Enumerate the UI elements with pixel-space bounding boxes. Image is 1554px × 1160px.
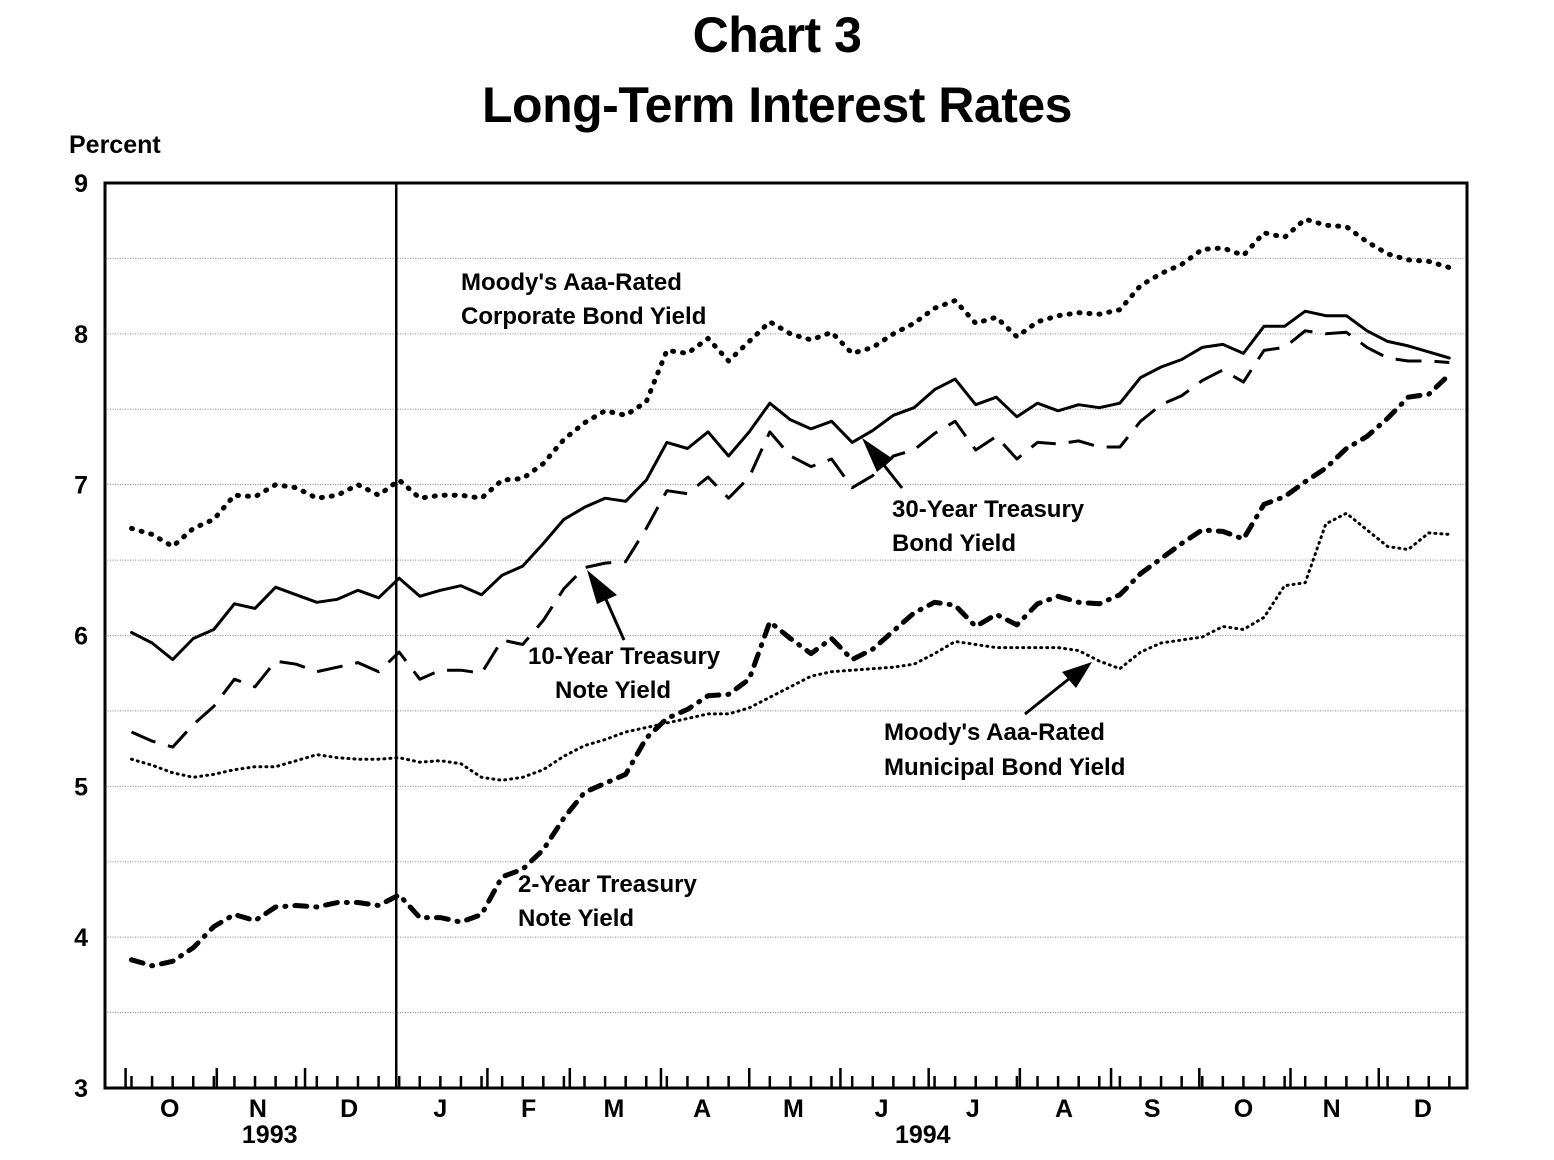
axes: 3 4 5 6 7 8 9 O N D J F M A M J J A S O N D 1993 1994: [74, 170, 1451, 1149]
x-tick-label: S: [1144, 1095, 1161, 1123]
annotation-30yr-line1: 30-Year Treasury: [892, 496, 1085, 523]
y-tick-label: 4: [74, 924, 88, 952]
y-tick-label: 6: [74, 623, 88, 651]
x-tick-label: F: [521, 1095, 536, 1123]
x-tick-label: N: [249, 1095, 267, 1123]
y-tick-label: 8: [74, 321, 88, 349]
x-tick-label: J: [875, 1095, 889, 1123]
y-tick-label: 7: [74, 472, 88, 500]
x-year-label: 1994: [895, 1121, 951, 1149]
plot-border: [103, 181, 1469, 1090]
arrow-muni-head: [1062, 662, 1092, 688]
arrow-10yr-shaft: [602, 594, 626, 641]
annotation-10yr-line1: 10-Year Treasury: [528, 643, 721, 670]
y-tick-label: 5: [74, 773, 88, 801]
x-tick-label: O: [1234, 1095, 1253, 1123]
series-line-0: [129, 216, 1452, 549]
x-tick-label: M: [603, 1095, 624, 1123]
annotations: Moody's Aaa-Rated Corporate Bond Yield 3…: [461, 269, 1125, 932]
series-line-4: [129, 372, 1452, 969]
annotation-30yr-line2: Bond Yield: [892, 530, 1016, 557]
arrow-muni-shaft: [1024, 676, 1071, 716]
arrow-10yr-head: [587, 570, 617, 604]
series-line-3: [130, 511, 1451, 782]
x-year-label: 1993: [242, 1121, 298, 1149]
x-tick-label: N: [1323, 1095, 1341, 1123]
annotation-2yr-line1: 2-Year Treasury: [518, 871, 697, 898]
annotation-muni-line2: Municipal Bond Yield: [884, 754, 1125, 781]
x-tick-label: J: [433, 1095, 447, 1123]
y-axis-label: Percent: [69, 131, 161, 159]
series-line-2: [130, 329, 1450, 749]
x-tick-label: J: [966, 1095, 980, 1123]
chart-subtitle: Long-Term Interest Rates: [482, 77, 1072, 133]
x-tick-label: A: [1055, 1095, 1073, 1123]
chart-title: Chart 3: [692, 7, 862, 63]
plot-frame: [103, 181, 1469, 1090]
annotation-2yr-line2: Note Yield: [518, 905, 634, 932]
x-tick-label: O: [160, 1095, 179, 1123]
annotation-corporate-line2: Corporate Bond Yield: [461, 303, 706, 330]
series-line-1: [130, 309, 1451, 662]
series-lines: [129, 216, 1452, 969]
annotation-10yr-line2: Note Yield: [555, 677, 671, 704]
annotation-muni-line1: Moody's Aaa-Rated: [884, 719, 1105, 746]
arrow-30yr-head: [862, 438, 893, 472]
x-tick-label: M: [783, 1095, 804, 1123]
annotation-corporate-line1: Moody's Aaa-Rated: [461, 269, 682, 296]
x-tick-label: A: [693, 1095, 711, 1123]
y-tick-label: 9: [74, 170, 88, 198]
x-tick-label: D: [340, 1095, 358, 1123]
x-tick-label: D: [1414, 1095, 1432, 1123]
y-tick-label: 3: [74, 1075, 88, 1103]
